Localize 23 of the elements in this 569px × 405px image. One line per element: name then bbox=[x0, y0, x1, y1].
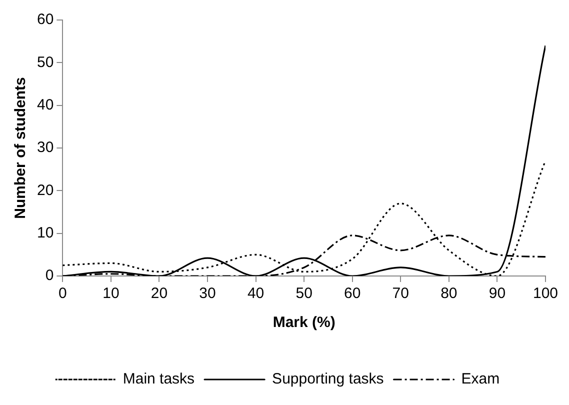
x-tick-label: 50 bbox=[296, 285, 312, 302]
x-tick-label: 20 bbox=[150, 285, 168, 302]
legend-label: Main tasks bbox=[122, 370, 195, 388]
x-tick-label: 90 bbox=[488, 285, 506, 302]
y-tick-label: 30 bbox=[36, 139, 54, 156]
y-tick-label: 20 bbox=[36, 182, 54, 199]
x-tick-label: 70 bbox=[392, 285, 409, 302]
x-tick-label: 10 bbox=[102, 285, 120, 302]
legend-label: Supporting tasks bbox=[272, 370, 384, 388]
y-tick-label: 50 bbox=[36, 54, 54, 71]
x-tick-label: 100 bbox=[532, 285, 558, 302]
x-tick-label: 80 bbox=[440, 285, 458, 302]
x-tick-label: 40 bbox=[247, 285, 264, 302]
x-tick-label: 30 bbox=[199, 285, 216, 302]
x-tick-label: 60 bbox=[344, 285, 361, 302]
y-tick-label: 60 bbox=[36, 11, 54, 28]
x-tick-label: 0 bbox=[58, 285, 67, 302]
y-axis-title: Number of students bbox=[12, 77, 30, 219]
y-tick-label: 0 bbox=[45, 267, 54, 284]
y-tick-label: 10 bbox=[36, 224, 54, 242]
y-tick-label: 40 bbox=[36, 96, 54, 114]
x-axis-title: Mark (%) bbox=[272, 314, 336, 332]
legend-label: Exam bbox=[461, 370, 500, 388]
